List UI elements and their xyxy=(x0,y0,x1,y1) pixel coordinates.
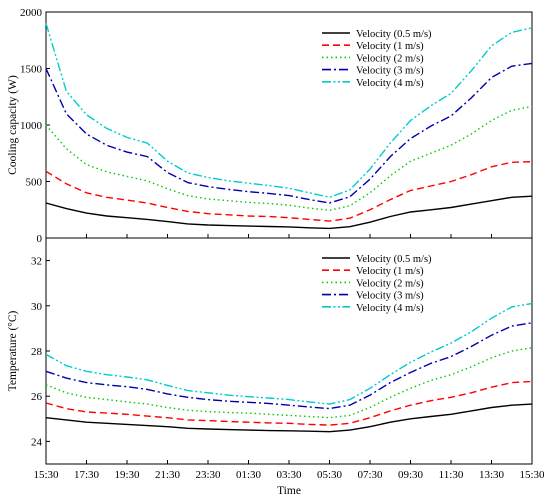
x-tick-label: 19:30 xyxy=(114,469,140,481)
series-line-5 xyxy=(45,302,533,405)
legend-label: Velocity (1 m/s) xyxy=(356,266,424,277)
x-axis-title: Time xyxy=(277,485,301,497)
x-tick-label: 23:30 xyxy=(195,469,221,481)
x-tick-label: 17:30 xyxy=(74,469,100,481)
top-series-lines xyxy=(45,23,533,230)
x-tick-label: 01:30 xyxy=(236,469,262,481)
x-tick-label: 13:30 xyxy=(479,469,505,481)
y-tick-label: 500 xyxy=(26,177,43,189)
legend-label: Velocity (1 m/s) xyxy=(356,41,424,52)
y-tick-label: 1000 xyxy=(20,120,43,132)
legend-label: Velocity (3 m/s) xyxy=(356,66,424,77)
x-tick-label: 05:30 xyxy=(317,469,343,481)
series-line-2 xyxy=(45,380,533,426)
legend-label: Velocity (4 m/s) xyxy=(356,303,424,314)
legend-label: Velocity (0.5 m/s) xyxy=(356,254,432,265)
series-line-1 xyxy=(45,403,533,433)
legend-label: Velocity (3 m/s) xyxy=(356,291,424,302)
y-tick-label: 0 xyxy=(37,233,43,245)
x-tick-label: 07:30 xyxy=(357,469,383,481)
series-line-2 xyxy=(45,161,533,222)
y-tick-label: 32 xyxy=(31,256,42,268)
bottom-legend: Velocity (0.5 m/s)Velocity (1 m/s)Veloci… xyxy=(322,254,432,314)
y-tick-label: 30 xyxy=(31,301,43,313)
x-tick-label: 21:30 xyxy=(155,469,181,481)
x-tick-label: 15:30 xyxy=(519,469,545,481)
series-line-1 xyxy=(45,195,533,230)
y-tick-label: 28 xyxy=(31,346,43,358)
series-line-3 xyxy=(45,105,533,212)
top-y-axis: 0 500 1000 1500 2000 xyxy=(20,7,50,245)
bottom-series-lines xyxy=(45,302,533,433)
top-x-axis-ticks xyxy=(45,234,533,238)
y-tick-label: 26 xyxy=(31,391,43,403)
series-line-4 xyxy=(45,62,533,204)
legend-label: Velocity (0.5 m/s) xyxy=(356,29,432,40)
x-tick-label: 03:30 xyxy=(276,469,302,481)
legend-label: Velocity (2 m/s) xyxy=(356,53,424,64)
top-y-axis-title: Cooling capacity (W) xyxy=(7,75,19,175)
series-line-4 xyxy=(45,322,533,410)
bottom-y-axis-title: Temperature (°C) xyxy=(7,310,19,391)
bottom-chart: 24 26 28 30 32 15:30 17:30 19:30 21:30 23:30 01:3… xyxy=(7,237,545,497)
bottom-x-axis: 15:30 17:30 19:30 21:30 23:30 01:30 03:30 05:30… xyxy=(33,460,545,481)
top-legend: Velocity (0.5 m/s)Velocity (1 m/s)Veloci… xyxy=(322,29,432,89)
series-line-5 xyxy=(45,23,533,199)
series-line-3 xyxy=(45,346,533,419)
x-tick-label: 15:30 xyxy=(33,469,59,481)
top-plot-frame xyxy=(45,11,533,239)
x-tick-label: 09:30 xyxy=(398,469,424,481)
y-tick-label: 1500 xyxy=(20,64,43,76)
bottom-y-axis: 24 26 28 30 32 xyxy=(31,256,50,448)
y-tick-label: 24 xyxy=(31,436,43,448)
y-tick-label: 2000 xyxy=(20,7,43,19)
legend-label: Velocity (2 m/s) xyxy=(356,278,424,289)
legend-label: Velocity (4 m/s) xyxy=(356,78,424,89)
x-tick-label: 11:30 xyxy=(439,469,464,481)
